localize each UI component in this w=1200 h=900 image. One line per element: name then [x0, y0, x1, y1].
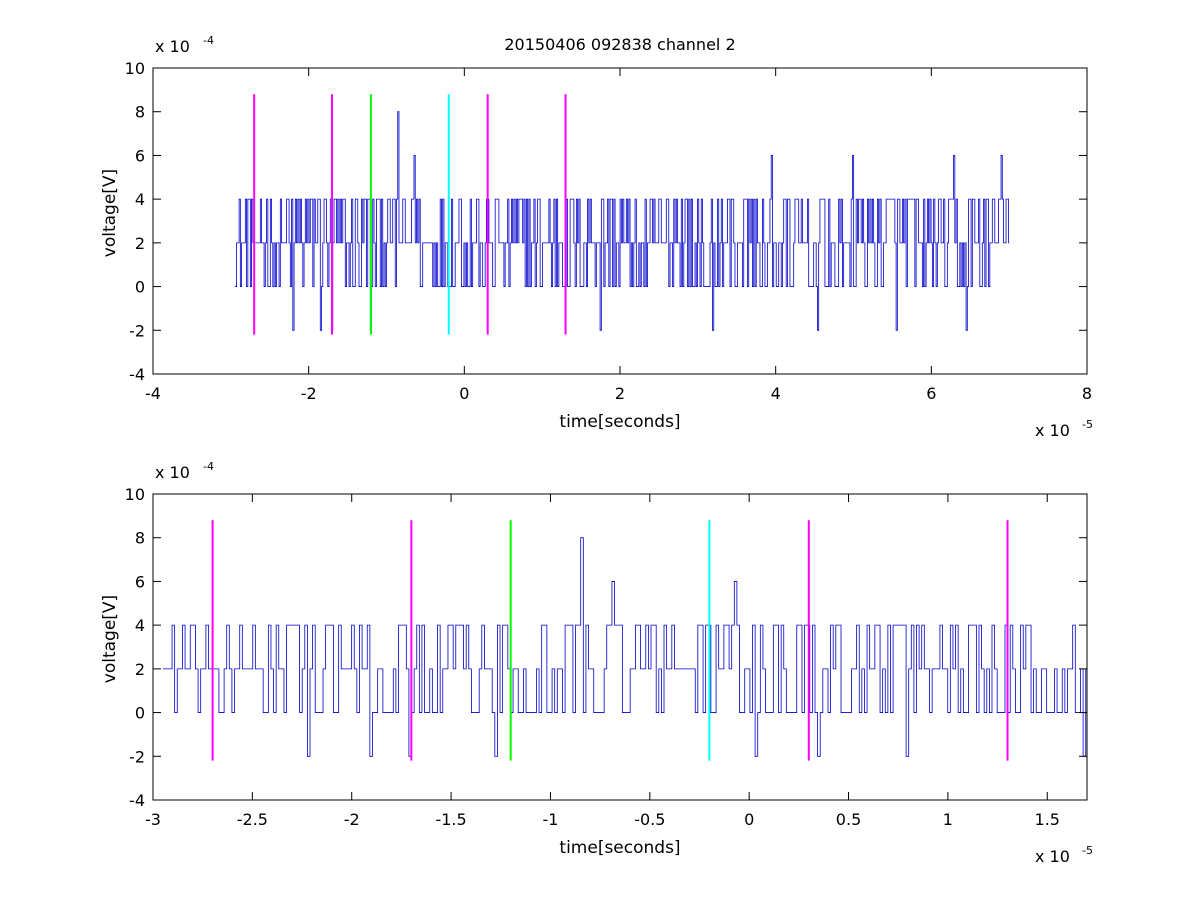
y-tick-label: 6: [135, 572, 145, 591]
y-exponent-label: x 10: [155, 463, 190, 482]
top-plot: -4 -2 0 2 4 6 8 -4 -2 0 2 4 6 8 10 time[seconds] voltage…: [100, 34, 1093, 440]
y-tick-label: 2: [135, 234, 145, 253]
x-exponent-label: x 10: [1035, 421, 1070, 440]
x-tick-label: 1: [943, 810, 953, 829]
y-tick-label: 4: [135, 190, 145, 209]
y-axis-label: voltage[V]: [100, 595, 120, 683]
x-axis-label: time[seconds]: [559, 838, 680, 858]
figure-title: 20150406 092838 channel 2: [504, 35, 735, 54]
x-tick-label: 1.5: [1035, 810, 1060, 829]
y-tick-label: -4: [129, 791, 145, 810]
x-tick-label: -4: [145, 384, 161, 403]
y-exponent-power: -4: [203, 34, 214, 47]
y-exponent-power: -4: [203, 460, 214, 473]
x-tick-label: 4: [771, 384, 781, 403]
x-tick-label: -2.5: [237, 810, 268, 829]
y-tick-label: 0: [135, 278, 145, 297]
y-tick-label: 8: [135, 529, 145, 548]
y-tick-label: 2: [135, 660, 145, 679]
x-exponent-label: x 10: [1035, 847, 1070, 866]
x-axis-label: time[seconds]: [559, 412, 680, 432]
y-tick-label: 4: [135, 616, 145, 635]
x-tick-label: -0.5: [634, 810, 665, 829]
x-tick-label: 2: [615, 384, 625, 403]
y-exponent-label: x 10: [155, 37, 190, 56]
x-tick-label: -2: [344, 810, 360, 829]
x-exponent-power: -5: [1082, 844, 1093, 857]
y-tick-label: 8: [135, 103, 145, 122]
bottom-plot: -3 -2.5 -2 -1.5 -1 -0.5 0 0.5 1 1.5 -4 -2 0 2 4 6 8 10 tim…: [100, 460, 1093, 866]
x-tick-label: 6: [926, 384, 936, 403]
y-tick-label: -2: [129, 321, 145, 340]
x-tick-label: -1.5: [435, 810, 466, 829]
x-tick-label: -1: [542, 810, 558, 829]
x-tick-label: 8: [1082, 384, 1092, 403]
signal-trace: [162, 537, 1087, 757]
y-tick-label: 6: [135, 146, 145, 165]
y-axis-label: voltage[V]: [100, 169, 120, 257]
x-tick-label: 0.5: [836, 810, 861, 829]
y-tick-label: 10: [125, 59, 145, 78]
y-tick-label: 0: [135, 704, 145, 723]
x-tick-label: -3: [145, 810, 161, 829]
y-tick-label: -4: [129, 365, 145, 384]
axes-frame: [152, 493, 1088, 801]
x-tick-label: 0: [744, 810, 754, 829]
x-tick-label: 0: [459, 384, 469, 403]
x-tick-label: -2: [301, 384, 317, 403]
y-tick-label: -2: [129, 747, 145, 766]
x-exponent-power: -5: [1082, 418, 1093, 431]
signal-trace: [234, 111, 1010, 331]
y-tick-label: 10: [125, 485, 145, 504]
